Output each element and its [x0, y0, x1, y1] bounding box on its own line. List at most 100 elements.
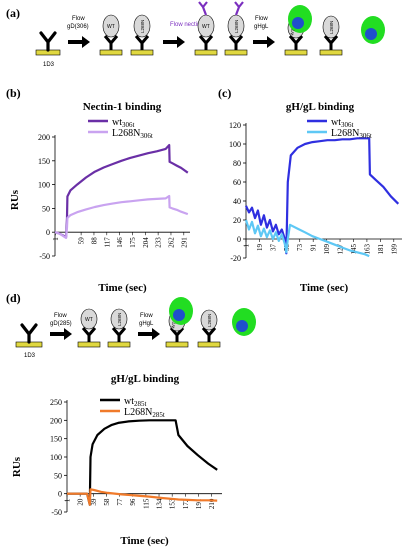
x-tick-label: 20: [77, 498, 85, 506]
ghgl-blue-icon: [292, 17, 304, 29]
x-tick-label: 96: [129, 498, 137, 506]
flow-word: Flow: [54, 313, 67, 319]
panel-d: (d) 1D3 Flow gD(285) WT L268N: [6, 291, 256, 359]
antibody-icon: [111, 327, 127, 342]
y-tick-label: 100: [38, 181, 50, 190]
gd-wt-label: WT: [170, 321, 177, 329]
sensor-pad: [224, 49, 248, 56]
x-tick-label: 134: [156, 498, 164, 509]
x-axis-label: Time (sec): [120, 535, 169, 547]
antibody-icon: [228, 35, 244, 50]
gd-wt-nectin-a: WT: [194, 1, 218, 56]
flow-ghgl-label: Flow gHgL: [254, 16, 269, 30]
flow-step-ghgl-d: Flow gHgL: [138, 313, 160, 340]
legend-main: wt: [124, 396, 134, 407]
gd-protein: [110, 308, 128, 330]
arrow-right-icon: [68, 36, 90, 48]
antibody-icon: [323, 35, 339, 50]
flow-step-ghgl: Flow gHgL: [253, 16, 275, 48]
gd-wt-label: WT: [107, 24, 115, 30]
arrow-right-icon: [138, 328, 160, 340]
legend-label: L268N306t: [331, 128, 372, 140]
gd-wt-label: WT: [85, 317, 93, 323]
arrow-right-icon: [50, 328, 72, 340]
x-tick-label: 91: [310, 244, 318, 252]
sensor-pad: [107, 341, 131, 348]
sensor-pad: [197, 341, 221, 348]
x-tick-label: 37: [269, 244, 277, 252]
legend-sub: 306t: [140, 132, 153, 140]
antibody-icon: [288, 35, 304, 50]
x-tick-label: 153: [169, 498, 177, 509]
x-tick-label: 77: [116, 498, 124, 506]
flow-target: gD(285): [50, 321, 72, 327]
x-tick-label: 146: [116, 237, 124, 248]
x-tick-label: 115: [142, 498, 150, 509]
x-tick-label: 175: [129, 237, 137, 248]
y-tick-label: -20: [230, 254, 241, 263]
x-axis-label: Time (sec): [98, 282, 147, 294]
y-tick-label: 100: [50, 453, 62, 462]
sensor-pad: [284, 49, 308, 56]
x-tick-label: 172: [182, 498, 190, 509]
panel-a-label: (a): [6, 6, 20, 20]
series-line-l268n: [67, 488, 218, 506]
ghgl-blue-icon: [173, 309, 185, 321]
sensor-pad: [130, 49, 154, 56]
x-tick-label: 191: [195, 498, 203, 509]
flow-word: Flow: [140, 313, 153, 319]
flow-word: Flow: [72, 16, 85, 22]
chart-nectin1-binding: (b) Nectin-1 binding -50 0 50 100 150 200 1 59 88 1…: [6, 86, 190, 294]
legend-sub: 285t: [134, 400, 147, 408]
antibody-label: 1D3: [43, 62, 55, 68]
chart-ghgl-binding-285: gH/gL binding -50 0 50 100 150 200 250 1 20 39 58 77…: [11, 373, 222, 547]
x-tick-label: 262: [167, 237, 175, 248]
panel-label: (b): [6, 86, 21, 100]
legend-sub: 306t: [359, 132, 372, 140]
legend-main: L268N: [331, 128, 359, 139]
gd-protein: [200, 309, 218, 331]
antibody-icon: [81, 327, 97, 342]
antibody-icon: [198, 35, 214, 50]
y-tick-label: -50: [51, 508, 62, 517]
legend-sub: 306t: [341, 121, 354, 129]
gd-protein: [322, 15, 340, 39]
x-tick-label: 19: [256, 244, 264, 252]
legend-main: wt: [331, 117, 341, 128]
sensor-pad: [77, 341, 101, 348]
x-tick-label: 58: [103, 498, 111, 506]
ghgl-free-d: [232, 308, 256, 336]
y-tick-label: -50: [39, 252, 50, 261]
x-tick-label: 163: [363, 244, 371, 255]
gd-protein: [80, 308, 98, 330]
x-tick-label: 1: [52, 237, 60, 241]
gd-mut-label: L268N: [234, 20, 239, 33]
ghgl-blue-icon: [365, 28, 377, 40]
x-tick-label: 204: [142, 237, 150, 248]
legend-label: wt306t: [112, 117, 135, 129]
flow-gd285-label: Flow gD(285): [50, 313, 72, 327]
gd-wt-d: WT: [77, 308, 101, 348]
sensor-pad: [194, 49, 218, 56]
arrow-right-icon: [163, 36, 185, 48]
gd-wt-a: WT: [99, 14, 123, 56]
gd-protein: [102, 14, 120, 38]
flow-label: Flow gD(306): [67, 16, 89, 30]
gd-mut-ghgl-a: L268N: [319, 15, 343, 56]
nectin-icon: [234, 1, 244, 16]
series-line-wt: [244, 137, 400, 255]
flow-step-gd285: Flow gD(285): [50, 313, 72, 340]
y-tick-label: 100: [229, 140, 241, 149]
y-tick-label: 50: [54, 471, 62, 480]
chart-title: Nectin-1 binding: [83, 101, 162, 113]
x-tick-label: 210: [208, 498, 216, 509]
y-tick-label: 50: [42, 204, 50, 213]
flow-step-gd306: Flow gD(306): [67, 16, 90, 48]
antibody-1d3-a: 1D3: [35, 31, 61, 68]
y-tick-label: 200: [50, 416, 62, 425]
gd-protein: [133, 14, 151, 38]
flow-ghgl-label: Flow gHgL: [139, 313, 154, 327]
x-tick-label: 73: [296, 244, 304, 252]
